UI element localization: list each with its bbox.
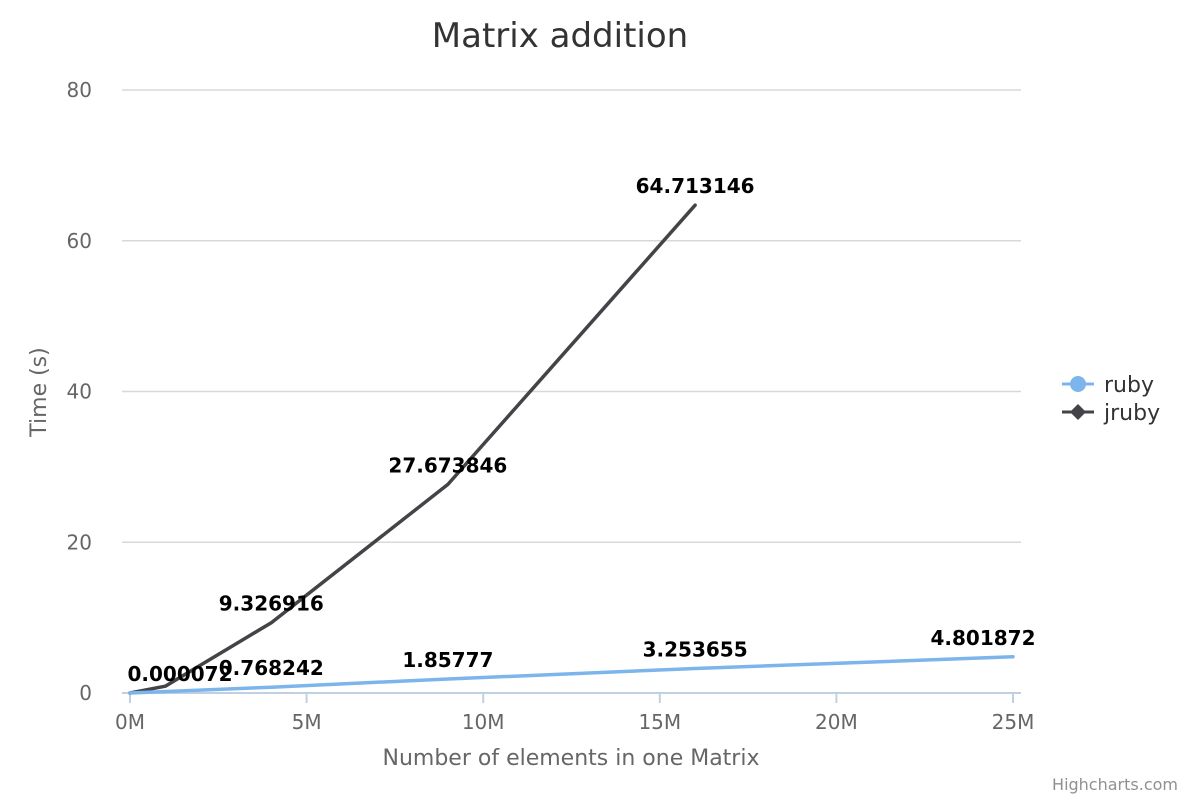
y-tick-label: 20	[67, 530, 92, 554]
data-label-jruby: 27.673846	[388, 453, 507, 477]
circle-marker-icon	[1070, 376, 1086, 392]
legend: ruby jruby	[1062, 373, 1160, 426]
series-layer	[128, 203, 1015, 695]
y-tick-label: 60	[67, 229, 92, 253]
legend-label: jruby	[1103, 401, 1160, 426]
axes: 0 20 40 60 80 0M 5M 10M 15M 20M 25M	[67, 78, 1035, 734]
x-tick-label: 5M	[292, 710, 322, 734]
x-tick-label: 15M	[638, 710, 681, 734]
series-line-jruby[interactable]	[128, 203, 697, 695]
data-label-jruby: 9.326916	[219, 592, 324, 616]
y-tick-label: 0	[79, 681, 92, 705]
x-tick-label: 25M	[992, 710, 1035, 734]
legend-label: ruby	[1104, 373, 1154, 398]
credit-text[interactable]: Highcharts.com	[1052, 775, 1178, 794]
data-label-ruby: 1.85777	[402, 648, 493, 672]
legend-item-ruby[interactable]: ruby	[1062, 373, 1154, 398]
x-tick-label: 20M	[815, 710, 858, 734]
series-line-ruby[interactable]	[128, 655, 1015, 695]
x-axis-title: Number of elements in one Matrix	[383, 746, 760, 771]
grid-lines	[122, 89, 1021, 543]
x-tick-label: 10M	[462, 710, 505, 734]
data-label-jruby: 64.713146	[636, 174, 755, 198]
y-axis-title: Time (s)	[27, 347, 52, 437]
data-label-ruby: 0.768242	[219, 656, 324, 680]
y-tick-label: 80	[67, 78, 92, 102]
x-tick-label: 0M	[115, 710, 145, 734]
chart-title: Matrix addition	[432, 16, 688, 56]
data-label-ruby: 0.000072	[127, 662, 232, 686]
data-label-ruby: 3.253655	[643, 637, 748, 661]
legend-item-jruby[interactable]: jruby	[1062, 401, 1160, 426]
diamond-marker-icon	[1070, 404, 1086, 420]
data-label-ruby: 4.801872	[930, 626, 1035, 650]
y-tick-label: 40	[67, 380, 92, 404]
